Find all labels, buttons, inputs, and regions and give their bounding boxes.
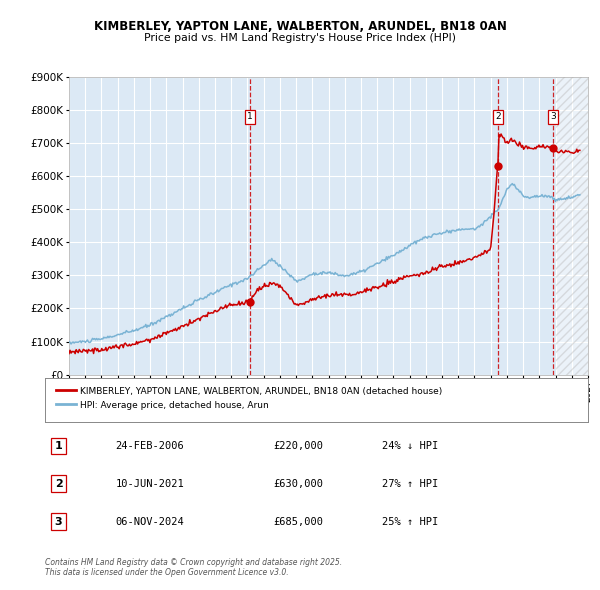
Text: KIMBERLEY, YAPTON LANE, WALBERTON, ARUNDEL, BN18 0AN: KIMBERLEY, YAPTON LANE, WALBERTON, ARUND… [94,20,506,33]
Text: 1: 1 [55,441,62,451]
Text: 2: 2 [495,113,500,122]
Text: 06-NOV-2024: 06-NOV-2024 [116,517,184,526]
Text: 24% ↓ HPI: 24% ↓ HPI [382,441,438,451]
Text: £630,000: £630,000 [273,479,323,489]
Legend: KIMBERLEY, YAPTON LANE, WALBERTON, ARUNDEL, BN18 0AN (detached house), HPI: Aver: KIMBERLEY, YAPTON LANE, WALBERTON, ARUND… [52,383,446,413]
Text: 25% ↑ HPI: 25% ↑ HPI [382,517,438,526]
Text: 1: 1 [247,113,253,122]
Text: Price paid vs. HM Land Registry's House Price Index (HPI): Price paid vs. HM Land Registry's House … [144,34,456,43]
Text: Contains HM Land Registry data © Crown copyright and database right 2025.
This d: Contains HM Land Registry data © Crown c… [45,558,342,577]
Text: 3: 3 [550,113,556,122]
Text: 24-FEB-2006: 24-FEB-2006 [116,441,184,451]
Text: 3: 3 [55,517,62,526]
Text: 10-JUN-2021: 10-JUN-2021 [116,479,184,489]
Text: £685,000: £685,000 [273,517,323,526]
Text: 2: 2 [55,479,62,489]
Bar [556,77,588,375]
Text: 27% ↑ HPI: 27% ↑ HPI [382,479,438,489]
Text: £220,000: £220,000 [273,441,323,451]
